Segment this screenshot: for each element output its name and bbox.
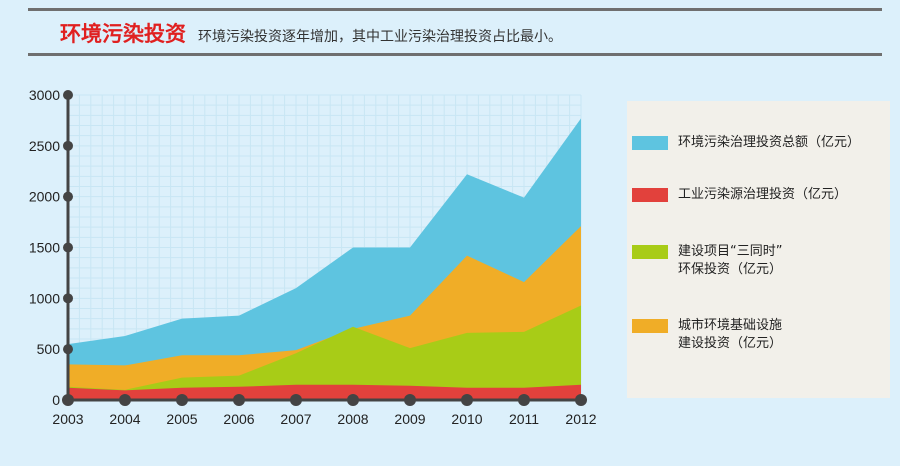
legend-label-total: 环境污染治理投资总额（亿元） xyxy=(678,135,861,150)
y-tick-dot xyxy=(63,242,73,253)
x-tick-label: 2012 xyxy=(565,411,596,427)
y-tick-label: 1000 xyxy=(29,290,60,306)
x-tick-dot xyxy=(404,394,416,406)
legend-swatch-urban xyxy=(632,319,668,333)
tick-labels: 0 500 1000 1500 2000 2500 3000 2003 2004 2005 2006… xyxy=(29,87,597,427)
axes xyxy=(62,90,587,406)
y-tick-dot xyxy=(63,344,73,355)
y-tick-label: 500 xyxy=(37,341,61,357)
y-tick-label: 2500 xyxy=(29,138,60,154)
legend-item-industrial: 工业污染源治理投资（亿元） xyxy=(632,186,847,204)
x-tick-dot xyxy=(176,394,188,406)
x-tick-label: 2009 xyxy=(394,411,425,427)
area-chart: 0 500 1000 1500 2000 2500 3000 2003 2004 2005 2006… xyxy=(29,87,597,427)
x-tick-label: 2011 xyxy=(509,411,539,427)
y-tick-dot xyxy=(63,90,73,100)
y-tick-dot xyxy=(63,191,73,202)
legend-swatch-industrial xyxy=(632,188,668,202)
x-tick-dot xyxy=(575,394,587,406)
legend-item-construction: 建设项目“三同时” 环保投资（亿元） xyxy=(632,243,782,279)
x-tick-dot xyxy=(62,394,74,406)
y-tick-label: 3000 xyxy=(29,87,60,103)
x-tick-label: 2006 xyxy=(223,411,254,427)
x-tick-label: 2008 xyxy=(337,411,368,427)
x-tick-dot xyxy=(290,394,302,406)
x-tick-label: 2010 xyxy=(451,411,482,427)
area-construction xyxy=(68,305,581,400)
legend-label-industrial: 工业污染源治理投资（亿元） xyxy=(678,187,848,202)
legend-label-construction: 建设项目“三同时” 环保投资（亿元） xyxy=(678,244,783,277)
header: 环境污染投资 环境污染投资逐年增加，其中工业污染治理投资占比最小。 xyxy=(60,18,562,48)
legend: 环境污染治理投资总额（亿元） 工业污染源治理投资（亿元） 建设项目“三同时” 环… xyxy=(627,101,890,398)
legend-item-total: 环境污染治理投资总额（亿元） xyxy=(632,134,860,152)
x-tick-label: 2005 xyxy=(166,411,197,427)
y-tick-dot xyxy=(63,293,73,304)
top-rule xyxy=(28,8,882,11)
y-tick-dot xyxy=(63,140,73,151)
x-tick-label: 2003 xyxy=(52,411,83,427)
page-subtitle: 环境污染投资逐年增加，其中工业污染治理投资占比最小。 xyxy=(198,29,562,45)
y-tick-label: 0 xyxy=(52,392,60,408)
page-title: 环境污染投资 xyxy=(60,22,186,46)
x-tick-label: 2007 xyxy=(280,411,311,427)
legend-swatch-total xyxy=(632,136,668,150)
area-series xyxy=(68,118,581,400)
x-tick-dot xyxy=(347,394,359,406)
x-tick-dot xyxy=(461,394,473,406)
y-tick-label: 2000 xyxy=(29,189,60,205)
x-tick-dot xyxy=(233,394,245,406)
x-tick-dot xyxy=(119,394,131,406)
x-tick-label: 2004 xyxy=(109,411,140,427)
legend-swatch-construction xyxy=(632,245,668,259)
legend-label-urban: 城市环境基础设施 建设投资（亿元） xyxy=(678,318,783,351)
x-tick-dot xyxy=(518,394,530,406)
legend-item-urban: 城市环境基础设施 建设投资（亿元） xyxy=(632,317,782,353)
area-industrial xyxy=(68,384,581,400)
header-rule xyxy=(28,53,882,56)
y-tick-label: 1500 xyxy=(29,240,60,256)
